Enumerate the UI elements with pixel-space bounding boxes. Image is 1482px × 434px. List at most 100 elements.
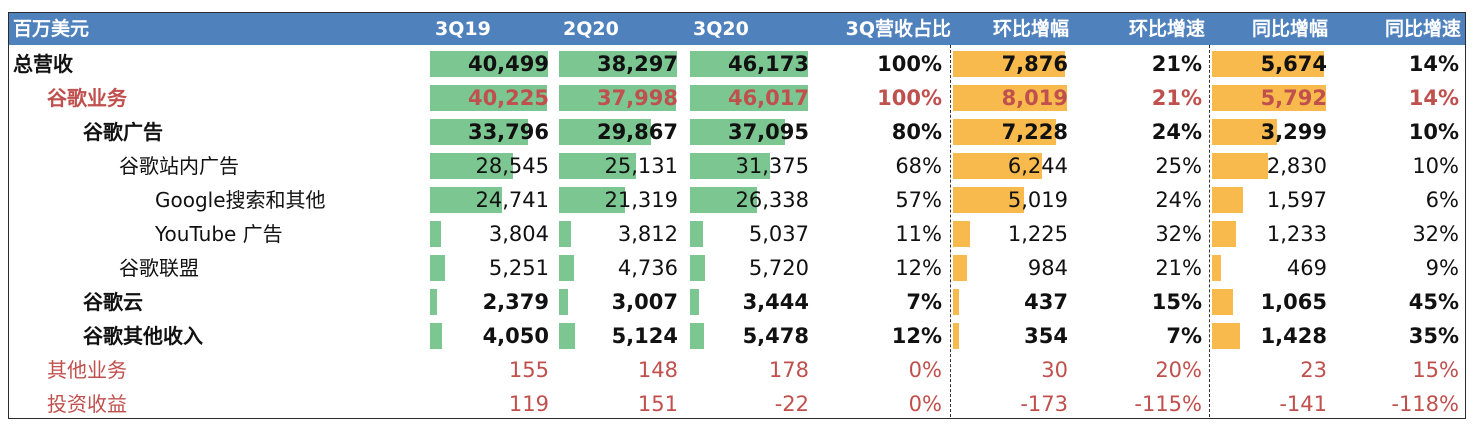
table-cell: 119 <box>428 387 552 421</box>
cell-value: -173 <box>1020 392 1068 416</box>
cell-value: 21% <box>1155 256 1202 280</box>
cell-value: 28,545 <box>475 154 549 178</box>
revenue-table: 百万美元 3Q19 2Q20 3Q20 3Q营收占比 环比增幅 环比增速 同比增… <box>8 12 1466 419</box>
cell-value: 3,299 <box>1260 120 1327 144</box>
cell-value: 21,319 <box>604 188 678 212</box>
header-qoq-growth: 环比增速 <box>1128 18 1205 40</box>
table-cell: 100% <box>817 47 945 81</box>
change-bar <box>1212 119 1277 145</box>
table-cell: 24% <box>1075 183 1205 217</box>
table-cell: -115% <box>1075 387 1205 421</box>
table-cell: 10% <box>1334 149 1462 183</box>
value-bar <box>559 85 676 111</box>
table-row: 谷歌广告 33,796 29,867 37,095 80% 7,228 24% 3,299 10… <box>9 115 1465 149</box>
cell-value: 10% <box>1412 154 1459 178</box>
table-cell: 29,867 <box>557 115 681 149</box>
cell-value: 984 <box>1027 256 1068 280</box>
table-cell: 5,720 <box>688 251 812 285</box>
cell-value: 5,037 <box>748 222 809 246</box>
row-label: 谷歌站内广告 <box>119 154 239 178</box>
table-cell: 5,792 <box>1210 81 1330 115</box>
value-bar <box>690 187 757 213</box>
value-bar <box>430 221 441 247</box>
cell-value: 32% <box>1155 222 1202 246</box>
cell-value: 100% <box>877 86 942 110</box>
value-bar <box>690 289 699 315</box>
cell-value: 15% <box>1151 290 1202 314</box>
value-bar <box>690 85 808 111</box>
table-header: 百万美元 3Q19 2Q20 3Q20 3Q营收占比 环比增幅 环比增速 同比增… <box>9 13 1465 45</box>
cell-value: 3,444 <box>742 290 809 314</box>
cell-value: 21% <box>1151 52 1202 76</box>
table-cell: 984 <box>951 251 1071 285</box>
cell-value: 0% <box>908 358 942 382</box>
header-share: 3Q营收占比 <box>845 18 951 40</box>
cell-value: 7,228 <box>1001 120 1068 144</box>
cell-value: 37,998 <box>596 86 678 110</box>
table-cell: 151 <box>557 387 681 421</box>
table-cell: 7% <box>817 285 945 319</box>
row-label: Google搜索和其他 <box>155 188 326 212</box>
cell-value: 5,478 <box>742 324 809 348</box>
table-cell: 25,131 <box>557 149 681 183</box>
cell-value: 1,233 <box>1266 222 1327 246</box>
table-cell: 0% <box>817 387 945 421</box>
table-cell: 46,017 <box>688 81 812 115</box>
table-cell: 1,597 <box>1210 183 1330 217</box>
table-cell: 40,499 <box>428 47 552 81</box>
row-label: YouTube 广告 <box>155 222 283 246</box>
cell-value: 45% <box>1408 290 1459 314</box>
cell-value: 437 <box>1024 290 1068 314</box>
table-cell: 100% <box>817 81 945 115</box>
value-bar <box>430 153 513 179</box>
cell-value: 31,375 <box>735 154 809 178</box>
cell-value: 5,792 <box>1260 86 1327 110</box>
change-bar <box>953 153 1042 179</box>
table-cell: 3,007 <box>557 285 681 319</box>
cell-value: 25% <box>1155 154 1202 178</box>
cell-value: 5,720 <box>748 256 809 280</box>
table-cell: 5,478 <box>688 319 812 353</box>
cell-value: 1,597 <box>1266 188 1327 212</box>
cell-value: 38,297 <box>596 52 678 76</box>
table-cell: 12% <box>817 319 945 353</box>
value-bar <box>690 51 808 77</box>
table-cell: 3,444 <box>688 285 812 319</box>
table-cell: 21,319 <box>557 183 681 217</box>
cell-value: 6,244 <box>1007 154 1068 178</box>
change-bar <box>1212 323 1240 349</box>
table-cell: -22 <box>688 387 812 421</box>
cell-value: 20% <box>1155 358 1202 382</box>
cell-value: -118% <box>1391 392 1459 416</box>
table-cell: 15% <box>1075 285 1205 319</box>
table-cell: 33,796 <box>428 115 552 149</box>
table-cell: 0% <box>817 353 945 387</box>
cell-value: 6% <box>1425 188 1459 212</box>
cell-value: 46,017 <box>727 86 809 110</box>
value-bar <box>690 221 703 247</box>
value-bar <box>430 85 547 111</box>
cell-value: 5,124 <box>611 324 678 348</box>
row-label: 谷歌业务 <box>47 86 127 110</box>
cell-value: 4,736 <box>617 256 678 280</box>
table-cell: 5,251 <box>428 251 552 285</box>
table-cell: 68% <box>817 149 945 183</box>
cell-value: 14% <box>1408 86 1459 110</box>
cell-value: 40,225 <box>467 86 549 110</box>
cell-value: 5,019 <box>1007 188 1068 212</box>
table-cell: 3,812 <box>557 217 681 251</box>
value-bar <box>559 289 568 315</box>
cell-value: 119 <box>508 392 549 416</box>
cell-value: 24% <box>1151 120 1202 144</box>
table-row: 总营收 40,499 38,297 46,173 100% 7,876 21% 5,674 14… <box>9 47 1465 81</box>
cell-value: 7% <box>1166 324 1202 348</box>
cell-value: 24% <box>1155 188 1202 212</box>
cell-value: -141 <box>1279 392 1327 416</box>
table-cell: 15% <box>1334 353 1462 387</box>
table-cell: 14% <box>1334 47 1462 81</box>
table-row: 谷歌云 2,379 3,007 3,444 7% 437 15% 1,065 45% <box>9 285 1465 319</box>
table-cell: 5,124 <box>557 319 681 353</box>
change-bar <box>953 119 1056 145</box>
cell-value: 11% <box>895 222 942 246</box>
table-cell: 178 <box>688 353 812 387</box>
